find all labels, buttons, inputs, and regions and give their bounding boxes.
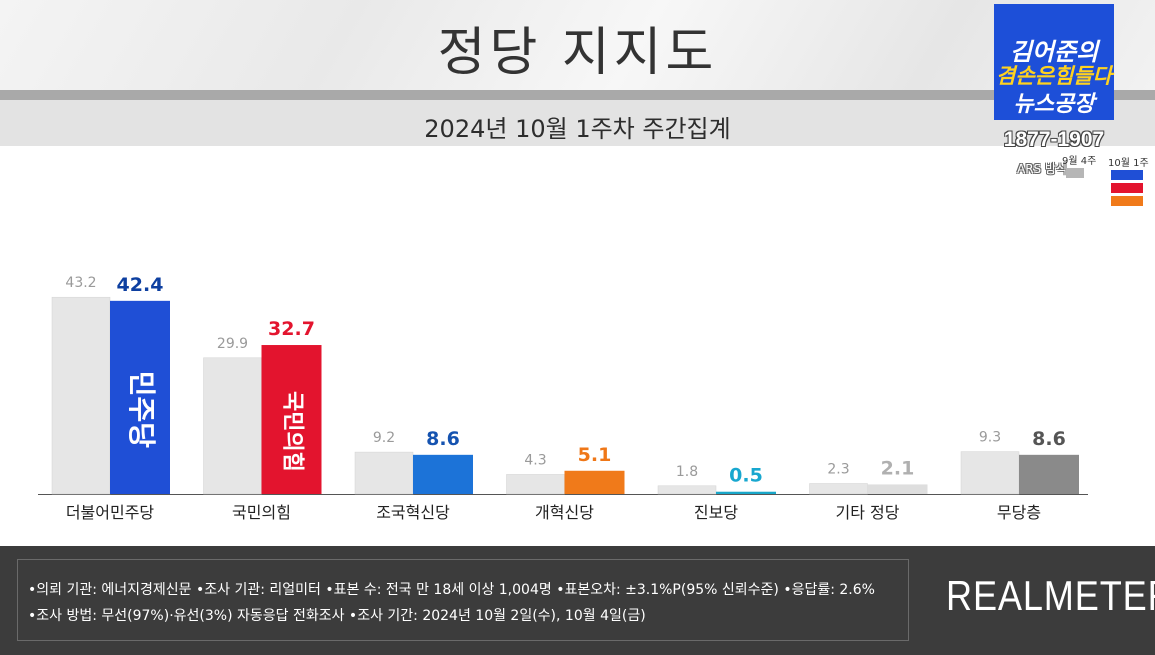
ars-label: ARS 방식: [1017, 162, 1068, 176]
category-label: 더불어민주당: [66, 503, 155, 522]
data-label-prev: 9.2: [373, 430, 395, 446]
bar-prev: [51, 296, 111, 495]
bar-current: [564, 470, 625, 494]
data-label-prev: 1.8: [676, 464, 698, 480]
bar-prev: [809, 483, 868, 495]
data-label-prev: 9.3: [979, 430, 1001, 446]
legend-current-swatch-2: [1111, 196, 1143, 206]
category-label: 무당층: [997, 503, 1041, 522]
data-label-prev: 29.9: [217, 336, 248, 352]
data-label-current: 8.6: [426, 428, 460, 450]
category-label: 진보당: [694, 503, 738, 522]
header-band: [0, 0, 1155, 92]
survey-note-1: •의뢰 기관: 에너지경제신문 •조사 기관: 리얼미터 •표본 수: 전국 만…: [28, 582, 875, 598]
bar-prev: [657, 485, 717, 495]
data-label-current: 2.1: [881, 457, 915, 479]
bar-prev: [960, 451, 1020, 495]
legend-current-swatch: [1111, 170, 1143, 208]
category-label: 기타 정당: [836, 503, 900, 522]
footer-band: [0, 546, 1155, 655]
logo-line-1: 김어준의: [1009, 38, 1099, 66]
people-power-party-logo: 국민의힘: [280, 391, 305, 472]
bar-prev: [354, 451, 414, 495]
news-factory-logo: 김어준의 겸손은힘들다 뉴스공장: [994, 4, 1114, 120]
survey-notes: •의뢰 기관: 에너지경제신문 •조사 기관: 리얼미터 •표본 수: 전국 만…: [17, 559, 909, 641]
data-label-prev: 43.2: [65, 275, 96, 291]
legend-prev-label: 9월 4주: [1062, 156, 1097, 167]
bar-current: [413, 454, 473, 494]
logo-line-3: 뉴스공장: [1013, 92, 1095, 117]
party-support-chart: 43.2 42.4 더불어민주당 29.9 32.7 국민의힘 9.2 8.6 조국혁신당 4.3…: [38, 274, 1088, 522]
data-label-current: 8.6: [1032, 428, 1066, 450]
data-label-current: 42.4: [117, 274, 164, 296]
bar-prev: [506, 474, 565, 495]
category-label: 개혁신당: [535, 503, 594, 522]
data-label-current: 5.1: [578, 444, 612, 466]
subtitle-band: [0, 100, 1155, 146]
legend-prev-swatch: [1066, 168, 1084, 178]
data-label-prev: 2.3: [827, 462, 849, 478]
data-label-current: 0.5: [729, 465, 763, 487]
page-subtitle: 2024년 10월 1주차 주간집계: [424, 115, 731, 143]
logo-line-2: 겸손은힘들다: [996, 64, 1112, 88]
page-title: 정당 지지도: [437, 23, 718, 83]
legend-current-swatch-0: [1111, 170, 1143, 180]
bar-prev: [203, 357, 262, 495]
legend-current-swatch-1: [1111, 183, 1143, 193]
democratic-party-logo: 민주당: [125, 371, 158, 449]
phone-number: 1877-1907: [1003, 128, 1105, 151]
bar-current: [867, 484, 928, 494]
category-label: 국민의힘: [232, 503, 291, 522]
realmeter-logo: REALMETER: [946, 572, 1155, 619]
data-label-prev: 4.3: [524, 452, 546, 468]
data-label-current: 32.7: [268, 318, 315, 340]
category-label: 조국혁신당: [376, 503, 450, 522]
bar-current: [716, 491, 776, 494]
legend-current-label: 10월 1주: [1108, 158, 1149, 169]
header-divider: [0, 90, 1155, 100]
bar-current: [110, 300, 170, 494]
bar-current: [261, 345, 322, 494]
survey-note-2: •조사 방법: 무선(97%)·유선(3%) 자동응답 전화조사 •조사 기간:…: [28, 608, 646, 624]
bar-current: [1019, 454, 1079, 494]
